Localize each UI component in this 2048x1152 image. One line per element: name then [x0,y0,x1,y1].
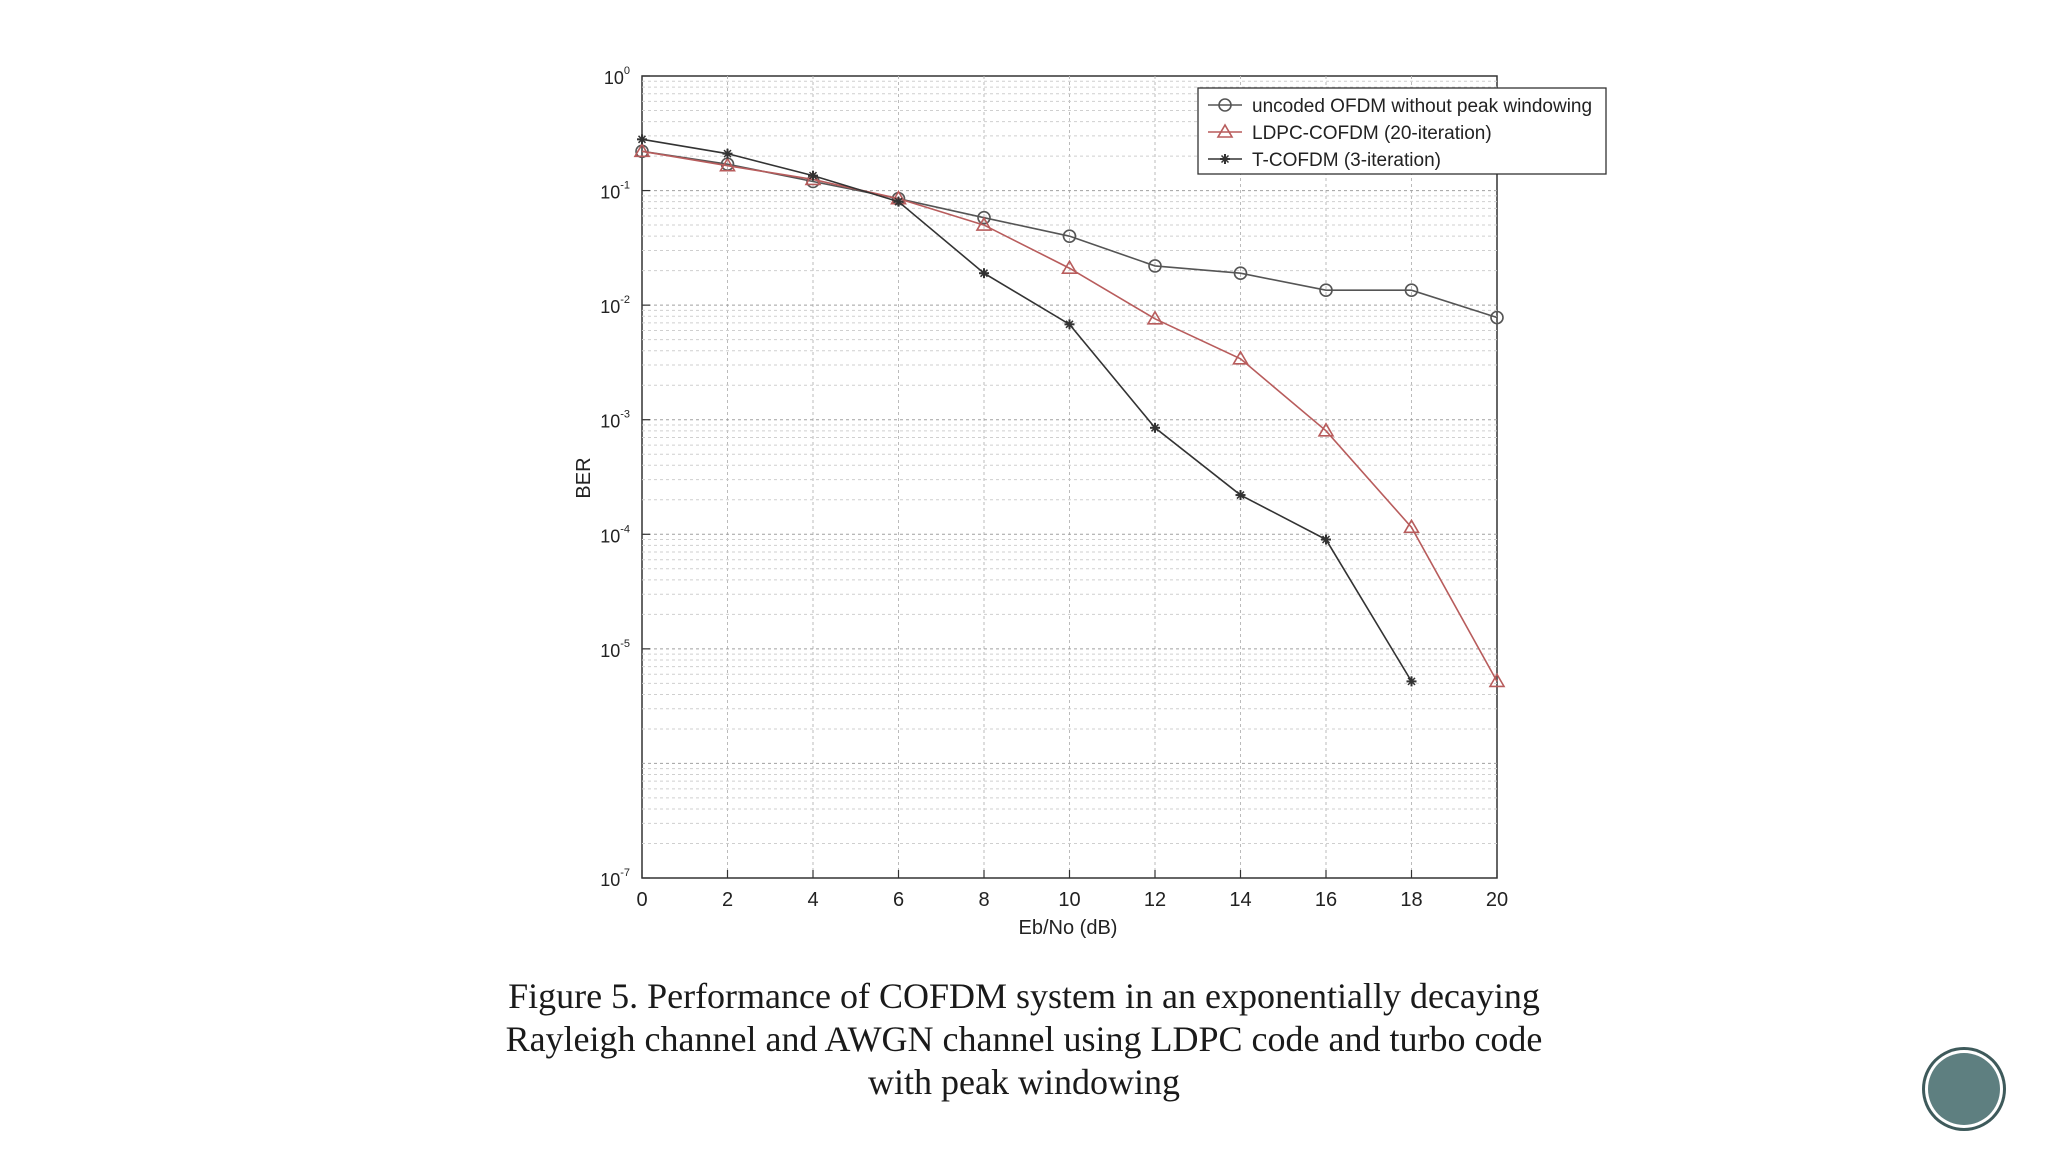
data-point [979,268,989,279]
grid [642,76,1497,878]
legend-marker [1216,123,1234,138]
y-tick-label: 100 [604,65,630,88]
data-point [1146,310,1164,325]
data-point [977,210,991,225]
data-point [1233,266,1248,281]
legend-marker [1218,98,1232,112]
legend-marker [1220,154,1230,164]
series-line [641,150,1498,682]
y-tick-label: 10-5 [600,638,630,661]
data-point [1406,676,1417,687]
x-tick-label: 8 [978,889,989,911]
series-star [637,134,1417,687]
data-point [1317,422,1335,437]
legend-label: uncoded OFDM without peak windowing [1252,96,1592,117]
legend-box [1197,87,1607,175]
series-line [641,138,1413,682]
data-point [1061,259,1078,275]
data-point [893,196,904,207]
data-point [1062,229,1077,243]
data-point [1404,283,1419,298]
data-point [808,170,818,181]
data-point [1490,310,1504,325]
x-tick-label: 18 [1400,889,1422,911]
data-point [1235,490,1246,501]
legend-label: T-COFDM (3-iteration) [1252,150,1441,171]
y-tick-label: 10-1 [600,180,630,203]
caption-line: Rayleigh channel and AWGN channel using … [505,1019,1543,1059]
data-point [637,134,647,145]
y-axis-label: BER [573,457,595,498]
y-tick-label: 10-2 [600,294,630,317]
data-point [1403,518,1420,534]
series-layer [633,134,1506,688]
legend-label: LDPC-COFDM (20-iteration) [1252,123,1492,144]
x-tick-label: 0 [636,889,647,911]
y-tick-label: 10-4 [600,523,630,546]
x-tick-label: 4 [807,889,818,911]
x-tick-label: 14 [1229,889,1251,911]
caption-line: Figure 5. Performance of COFDM system in… [508,976,1540,1016]
y-tick-label: 10-7 [600,867,630,890]
data-point [1064,319,1075,330]
data-point [1319,283,1333,298]
x-tick-label: 12 [1144,889,1166,911]
caption-line: with peak windowing [868,1062,1180,1102]
data-point [722,148,733,159]
data-point [1150,422,1160,433]
data-point [1488,672,1506,688]
axes: 0 2 4 6 8 10 12 14 16 18 20 100 10-1 10-2 10-3 10-4 10-5… [600,65,1508,911]
y-tick-label: 10-3 [600,409,630,432]
x-tick-label: 10 [1058,889,1080,911]
slide-nav-button[interactable] [1928,1053,2000,1125]
data-point [1232,350,1249,365]
data-point [633,142,651,158]
x-axis-label: Eb/No (dB) [1019,917,1118,939]
x-tick-label: 2 [722,889,733,911]
data-point [1148,259,1162,273]
series-line [641,150,1498,319]
legend: uncoded OFDM without peak windowing LDPC-… [1197,87,1607,175]
x-tick-label: 16 [1315,889,1337,911]
x-tick-label: 20 [1486,889,1508,911]
data-point [1321,534,1331,545]
x-tick-label: 6 [893,889,904,911]
series-circle [635,144,1504,325]
data-point [719,157,736,172]
data-point [975,216,993,231]
figure-caption: Figure 5. Performance of COFDM system in… [424,975,1624,1104]
